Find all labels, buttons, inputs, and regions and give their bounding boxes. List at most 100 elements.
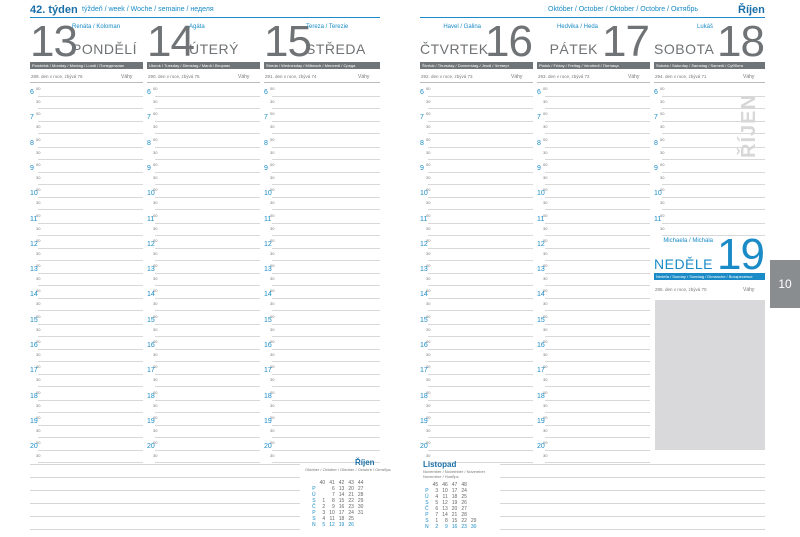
half-hour-line (155, 361, 260, 362)
zodiac-sign: Váhy (511, 74, 523, 80)
minute-00-label: 00 (543, 313, 548, 319)
half-hour-line (272, 386, 380, 388)
minute-00-label: 00 (36, 389, 41, 395)
week-number: 42. týden (30, 4, 78, 16)
week-number: 45 (432, 482, 439, 488)
header-rule-right (420, 17, 765, 18)
half-hour-line (428, 133, 533, 135)
half-hour-line (272, 310, 380, 312)
minute-30-label: 30 (153, 124, 158, 130)
minute-00-label: 00 (153, 86, 158, 91)
nov-week-header: 45 46 47 48 (423, 482, 478, 488)
minute-00-label: 00 (543, 288, 548, 294)
oct-week-header: 40 41 42 43 44 (310, 480, 365, 486)
half-hour-line (38, 108, 143, 109)
week-number: 44 (357, 480, 364, 486)
minute-30-label: 30 (426, 225, 431, 231)
calendar-date: 2 (322, 504, 326, 510)
hour-line (545, 323, 650, 325)
hour-label: 6 (420, 89, 424, 96)
minute-00-label: 00 (270, 440, 275, 446)
half-hour-line (272, 183, 380, 185)
hour-line (662, 121, 765, 123)
calendar-date: 9 (444, 524, 448, 530)
calendar-date: 29 (357, 498, 364, 504)
minute-30-label: 30 (36, 377, 41, 383)
calendar-date: 30 (357, 504, 364, 510)
minute-00-label: 00 (543, 212, 548, 218)
half-hour-line (545, 285, 650, 287)
half-hour-line (545, 386, 650, 388)
calendar-date: 5 (322, 522, 326, 528)
minute-00-label: 00 (270, 313, 275, 319)
calendar-date: 13 (338, 486, 345, 492)
half-hour-line (545, 133, 650, 135)
minute-00-label: 00 (270, 364, 275, 370)
hour-label: 12 (30, 240, 38, 248)
minute-30-label: 30 (426, 377, 431, 383)
day-number: 13 (30, 17, 78, 66)
hour-line (428, 374, 533, 376)
minute-00-label: 00 (270, 111, 275, 117)
minute-30-label: 30 (153, 326, 158, 332)
hour-line (428, 273, 533, 275)
hour-line (545, 298, 650, 300)
calendar-date: 27 (461, 506, 467, 512)
calendar-date: 17 (338, 510, 345, 516)
minute-00-label: 00 (36, 339, 41, 344)
half-hour-line (155, 335, 260, 337)
hour-label: 16 (30, 342, 38, 349)
half-hour-line (428, 411, 533, 413)
calendar-date: 20 (451, 506, 458, 512)
hour-label: 8 (654, 139, 658, 147)
hour-line (428, 399, 533, 401)
calendar-date: 26 (348, 522, 354, 528)
calendar-date: 8 (444, 518, 448, 524)
hour-line (155, 247, 260, 249)
minute-30-label: 30 (426, 276, 431, 282)
half-hour-line (428, 108, 533, 109)
half-hour-line (662, 183, 765, 185)
calendar-date: 15 (338, 498, 345, 504)
hour-line (155, 121, 260, 123)
name-day: Agáta (189, 24, 205, 30)
minute-00-label: 00 (36, 288, 41, 294)
half-hour-line (545, 108, 650, 109)
name-day: Michaela / Michala (663, 238, 713, 244)
day-header-rule (147, 82, 260, 83)
minute-00-label: 00 (270, 187, 275, 193)
hour-line (428, 298, 533, 300)
hour-line (38, 171, 143, 173)
hour-label: 10 (420, 190, 428, 198)
half-hour-line (155, 436, 260, 438)
calendar-date: 28 (357, 492, 364, 498)
minute-30-label: 30 (36, 453, 41, 459)
minute-30-label: 30 (36, 427, 41, 433)
hour-label: 14 (30, 291, 38, 299)
hour-line (662, 96, 765, 97)
weekday-letter: P (425, 512, 429, 518)
minute-30-label: 30 (36, 124, 41, 130)
minute-00-label: 00 (426, 161, 431, 167)
month-index-tab[interactable]: 10 (770, 260, 800, 308)
minute-00-label: 00 (270, 161, 275, 167)
minute-00-label: 00 (543, 136, 548, 142)
minute-00-label: 00 (153, 440, 158, 446)
calendar-date: 17 (451, 488, 458, 494)
half-hour-line (38, 436, 143, 438)
day-header-rule (264, 82, 380, 83)
day-of-year: 294. den v roce, zbývá 71 (655, 74, 707, 79)
hour-line (428, 424, 533, 426)
minute-30-label: 30 (426, 174, 431, 180)
hour-line (272, 323, 380, 325)
hour-line (155, 197, 260, 199)
half-hour-line (272, 158, 380, 160)
hour-line (38, 247, 143, 249)
half-hour-line (155, 310, 260, 312)
minute-00-label: 00 (543, 161, 548, 167)
half-hour-line (545, 411, 650, 413)
hour-label: 17 (264, 367, 272, 375)
hour-label: 13 (264, 266, 272, 274)
hour-line (272, 349, 380, 350)
minute-30-label: 30 (426, 99, 431, 104)
